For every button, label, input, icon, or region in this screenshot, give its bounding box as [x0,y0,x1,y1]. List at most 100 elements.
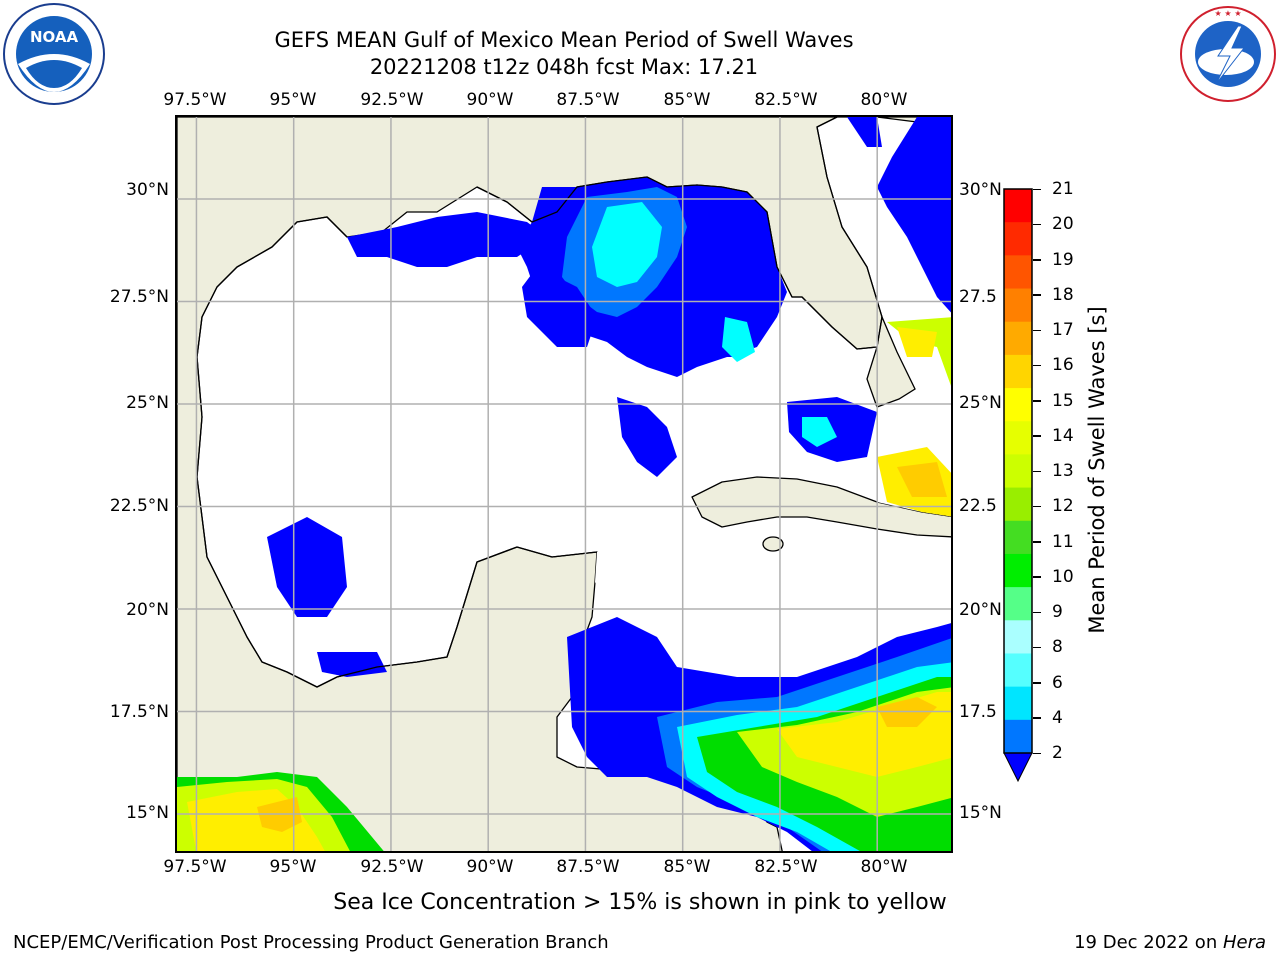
colorbar-segment [1004,454,1032,489]
lon-label-top: 90°W [466,90,514,110]
swell-patch [897,462,947,497]
colorbar-tick [1033,400,1041,402]
colorbar-segment [1004,388,1032,422]
colorbar-tick-label: 16 [1052,355,1074,376]
lat-label-right: 17.5 [959,702,997,722]
map-canvas [177,117,951,851]
colorbar-outline [1003,188,1033,754]
colorbar-tick-label: 2 [1052,743,1063,763]
swell-patch [722,317,755,362]
colorbar-tick-label: 8 [1052,637,1063,658]
colorbar-tick-label: 13 [1052,461,1074,481]
sea-ice-note: Sea Ice Concentration > 15% is shown in … [333,890,947,915]
colorbar-tick [1033,435,1041,437]
colorbar-segment [1004,620,1032,654]
colorbar-tick [1033,646,1041,649]
ocean-fill-yucatan-notch [595,547,647,612]
colorbar-segment [1004,487,1032,522]
footer-date-text: 19 Dec 2022 on [1074,932,1223,953]
colorbar-tick-label: 21 [1052,179,1074,199]
lon-label-top: 87.5°W [556,90,620,110]
lat-label-left: 22.5°N [109,496,169,516]
colorbar-tick [1033,470,1041,472]
nws-logo: ★ ★ ★ [1180,6,1276,102]
colorbar-tick [1033,294,1041,296]
colorbar-tick [1033,752,1041,754]
colorbar-tick [1033,364,1041,367]
colorbar-tick [1033,717,1041,719]
land-florida-south [866,314,916,408]
swell-patch [617,397,677,477]
lat-label-right: 30°N [959,180,1002,200]
colorbar-tick [1033,682,1041,684]
colorbar-tick-label: 9 [1052,602,1063,622]
lon-label-bottom: 87.5°W [556,857,620,877]
lat-label-right: 27.5 [959,287,997,307]
lat-label-right: 25°N [959,393,1002,413]
colorbar-segment [1004,686,1032,721]
colorbar-tick-label: 20 [1052,214,1074,235]
lon-label-bottom: 95°W [269,857,317,877]
colorbar-segment [1004,222,1032,256]
colorbar-tick [1033,223,1041,226]
colorbar [1003,188,1033,783]
lat-label-right: 22.5 [959,496,997,516]
lat-label-left: 15°N [126,803,169,823]
footer-credit: NCEP/EMC/Verification Post Processing Pr… [13,932,609,953]
colorbar-segment [1004,255,1032,290]
colorbar-tick [1033,611,1041,613]
lon-label-bottom: 85°W [663,857,711,877]
colorbar-tick [1033,188,1041,190]
swell-patch [267,517,347,617]
colorbar-segment [1004,189,1032,223]
colorbar-extend-arrow [1003,752,1033,783]
colorbar-tick-label: 12 [1052,496,1074,517]
colorbar-tick [1033,505,1041,508]
swell-patch [877,117,951,313]
swell-patch [692,197,767,357]
lon-label-top: 80°W [860,90,908,110]
colorbar-tick-label: 6 [1052,672,1063,693]
colorbar-tick [1033,259,1041,261]
colorbar-tick [1033,576,1041,578]
lon-label-top: 95°W [269,90,317,110]
lon-label-top: 85°W [663,90,711,110]
colorbar-segment [1004,653,1032,688]
chart-title-line1: GEFS MEAN Gulf of Mexico Mean Period of … [274,28,854,52]
lon-label-bottom: 80°W [860,857,908,877]
swell-patch [317,652,387,677]
noaa-logo: NOAA [3,3,105,105]
lat-label-left: 20°N [126,600,169,620]
colorbar-segment [1004,321,1032,356]
colorbar-tick-label: 15 [1052,390,1074,411]
colorbar-segment [1004,587,1032,621]
swell-patch [897,327,937,357]
colorbar-segment [1004,553,1032,588]
lon-label-top: 97.5°W [163,90,227,110]
chart-title-line2: 20221208 t12z 048h fcst Max: 17.21 [369,55,759,79]
colorbar-tick-label: 17 [1052,320,1074,340]
swell-patch [847,117,882,147]
swell-patch [592,202,662,287]
colorbar-tick-label: 4 [1052,707,1063,728]
noaa-logo-text: NOAA [30,28,79,46]
colorbar-tick [1033,329,1041,331]
colorbar-segment [1004,354,1032,389]
swell-patch [347,212,547,267]
colorbar-tick-label: 19 [1052,249,1074,270]
swell-patch [522,267,597,347]
lon-label-bottom: 90°W [466,857,514,877]
lat-label-right: 15°N [959,803,1002,823]
lon-label-bottom: 82.5°W [754,857,818,877]
map-panel [175,115,953,853]
footer-host: Hera [1222,932,1266,953]
coastline [476,117,883,350]
colorbar-segment [1004,719,1032,754]
svg-text:★ ★ ★: ★ ★ ★ [1214,9,1241,18]
colorbar-segment [1004,421,1032,455]
colorbar-segment [1004,520,1032,555]
land-isle-of-youth [762,536,784,552]
lon-label-bottom: 92.5°W [360,857,424,877]
lat-label-left: 27.5°N [109,287,169,307]
lon-label-top: 82.5°W [754,90,818,110]
